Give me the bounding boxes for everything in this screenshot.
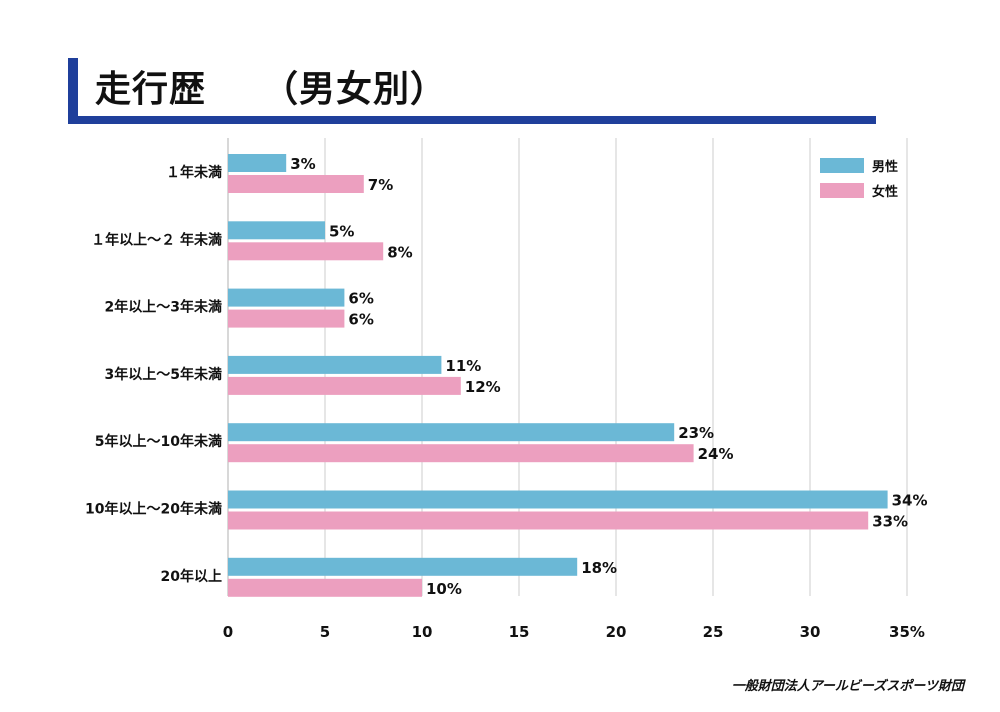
bar-male bbox=[228, 557, 578, 576]
bar-male bbox=[228, 490, 888, 509]
bar-female bbox=[228, 376, 461, 395]
bar-male bbox=[228, 221, 325, 240]
category-label: 5年以上～10年未満 bbox=[95, 433, 222, 450]
x-tick-label: 25 bbox=[703, 623, 724, 641]
category-label: 2年以上～3年未満 bbox=[105, 299, 222, 316]
data-label: 7% bbox=[368, 176, 393, 194]
data-label: 24% bbox=[698, 445, 734, 463]
data-label: 5% bbox=[329, 222, 354, 240]
data-label: 18% bbox=[581, 559, 617, 577]
bar-male bbox=[228, 154, 287, 172]
category-label: 20年以上 bbox=[161, 568, 222, 585]
bar-male bbox=[228, 423, 675, 442]
bar-female bbox=[228, 578, 422, 597]
data-label: 12% bbox=[465, 378, 501, 396]
bar-female bbox=[228, 175, 364, 193]
data-label: 6% bbox=[348, 290, 373, 308]
title-underline bbox=[68, 116, 876, 124]
category-label: 10年以上～20年未満 bbox=[85, 501, 222, 518]
x-tick-label: 10 bbox=[412, 623, 433, 641]
data-label: 11% bbox=[445, 357, 481, 375]
category-label: １年未満 bbox=[166, 164, 222, 181]
x-tick-label: 30 bbox=[800, 623, 821, 641]
legend-swatch bbox=[820, 183, 864, 198]
category-label: 3年以上～5年未満 bbox=[105, 366, 222, 383]
title-accent-bar bbox=[68, 58, 78, 120]
bar-male bbox=[228, 288, 345, 307]
bar-male bbox=[228, 355, 442, 374]
data-label: 6% bbox=[348, 311, 373, 329]
category-label: １年以上～２ 年未満 bbox=[91, 231, 222, 248]
bar-female bbox=[228, 242, 384, 261]
data-label: 8% bbox=[387, 243, 412, 261]
data-label: 3% bbox=[290, 155, 315, 173]
bar-female bbox=[228, 309, 345, 328]
x-tick-label: 35% bbox=[889, 623, 925, 641]
legend-label: 女性 bbox=[872, 184, 898, 200]
x-tick-label: 0 bbox=[223, 623, 233, 641]
bar-female bbox=[228, 511, 869, 530]
data-label: 33% bbox=[872, 513, 908, 531]
data-label: 34% bbox=[892, 492, 928, 510]
x-tick-label: 15 bbox=[509, 623, 530, 641]
x-tick-label: 5 bbox=[320, 623, 330, 641]
x-tick-label: 20 bbox=[606, 623, 627, 641]
data-label: 23% bbox=[678, 424, 714, 442]
legend-label: 男性 bbox=[872, 159, 898, 175]
footer-credit: 一般財団法人アールビーズスポーツ財団 bbox=[731, 679, 964, 694]
bar-female bbox=[228, 444, 694, 463]
chart-title: 走行歴 （男女別） bbox=[95, 69, 448, 110]
legend-swatch bbox=[820, 158, 864, 173]
data-label: 10% bbox=[426, 580, 462, 598]
